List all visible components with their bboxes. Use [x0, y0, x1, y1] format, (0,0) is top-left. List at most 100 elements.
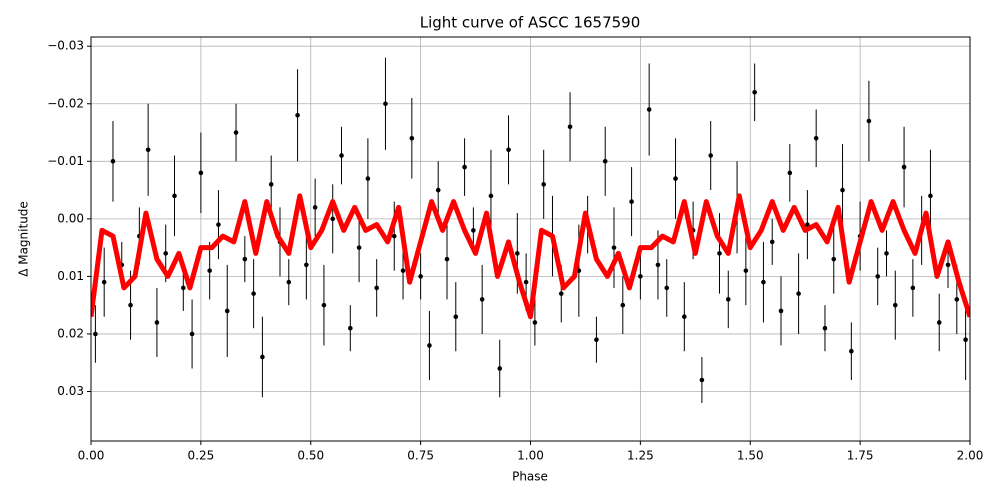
data-point: [638, 274, 643, 279]
data-point: [936, 320, 942, 325]
data-point: [242, 256, 248, 262]
x-tick-label: 0.50: [297, 449, 324, 463]
data-point: [251, 291, 256, 296]
data-point: [849, 348, 854, 354]
data-point: [506, 147, 511, 153]
data-point: [541, 182, 546, 187]
data-point: [875, 274, 881, 279]
data-point: [515, 251, 520, 256]
data-point: [216, 222, 221, 227]
data-point: [717, 251, 722, 256]
data-point: [479, 297, 485, 302]
data-point: [295, 112, 300, 118]
data-point: [339, 153, 344, 158]
data-point: [418, 274, 423, 279]
data-point: [892, 302, 898, 308]
data-point: [655, 262, 661, 268]
y-tick-label: −0.03: [47, 39, 84, 53]
data-point: [260, 354, 265, 360]
data-point: [391, 233, 397, 239]
y-tick-label: −0.02: [47, 96, 84, 110]
data-point: [145, 147, 151, 153]
data-point: [761, 279, 766, 285]
data-point: [268, 182, 274, 187]
x-tick-label: 0.75: [407, 449, 434, 463]
data-point: [822, 325, 828, 331]
data-point: [207, 268, 212, 273]
grid: [90, 37, 971, 441]
data-point: [444, 256, 450, 262]
data-point: [374, 285, 379, 291]
data-point: [567, 124, 573, 130]
data-point: [304, 262, 309, 268]
data-point: [813, 135, 819, 141]
data-point: [128, 302, 133, 308]
data-point: [286, 279, 292, 285]
data-point: [901, 164, 907, 170]
data-point: [796, 291, 801, 296]
data-point: [884, 251, 889, 256]
data-point: [928, 193, 933, 199]
data-point: [840, 187, 845, 193]
data-point: [101, 279, 107, 285]
data-point: [778, 308, 784, 314]
x-tick-label: 0.00: [78, 449, 105, 463]
data-point: [330, 216, 336, 222]
data-point: [453, 314, 459, 319]
data-point: [233, 130, 239, 135]
data-point: [348, 325, 353, 331]
data-point: [356, 245, 362, 250]
data-point: [699, 377, 705, 383]
data-point: [611, 245, 617, 250]
data-point: [180, 285, 186, 291]
data-point: [963, 337, 968, 343]
data-point: [198, 170, 204, 176]
data-point: [787, 170, 793, 176]
data-point: [805, 222, 810, 227]
data-point: [620, 302, 626, 308]
data-point: [93, 331, 98, 337]
data-point: [954, 297, 960, 302]
y-axis-label: Δ Magnitude: [17, 201, 31, 277]
data-point: [110, 159, 116, 164]
data-point: [664, 285, 670, 291]
data-point: [427, 343, 432, 348]
x-tick-label: 1.25: [627, 449, 654, 463]
data-point: [400, 268, 406, 273]
data-point: [154, 320, 160, 325]
x-tick-label: 2.00: [957, 449, 984, 463]
data-point: [743, 268, 749, 273]
chart-title: Light curve of ASCC 1657590: [420, 14, 641, 32]
data-point: [708, 153, 713, 158]
plot-area: [91, 57, 970, 404]
data-point: [831, 256, 837, 262]
x-tick-label: 0.25: [188, 449, 215, 463]
x-axis-label: Phase: [512, 470, 548, 484]
data-point: [488, 193, 494, 199]
y-tick-label: 0.01: [57, 269, 84, 283]
data-point: [910, 285, 916, 291]
y-tick-label: 0.03: [57, 384, 84, 398]
data-point: [532, 320, 538, 325]
data-point: [189, 331, 195, 337]
data-point: [321, 302, 327, 308]
y-tick-label: 0.00: [57, 211, 84, 225]
x-tick-label: 1.50: [737, 449, 764, 463]
data-point: [945, 262, 951, 268]
data-point: [383, 101, 388, 107]
data-point: [163, 251, 169, 256]
data-point: [558, 291, 564, 296]
data-point: [224, 308, 230, 314]
data-point: [523, 279, 529, 285]
y-tick-label: 0.02: [57, 326, 84, 340]
data-point: [409, 135, 415, 141]
data-point: [172, 193, 177, 199]
data-point: [471, 228, 476, 233]
data-point: [752, 89, 757, 95]
x-tick-label: 1.00: [517, 449, 544, 463]
data-point: [629, 199, 634, 204]
data-point: [769, 239, 775, 245]
data-point: [602, 159, 608, 164]
data-point: [673, 176, 678, 181]
